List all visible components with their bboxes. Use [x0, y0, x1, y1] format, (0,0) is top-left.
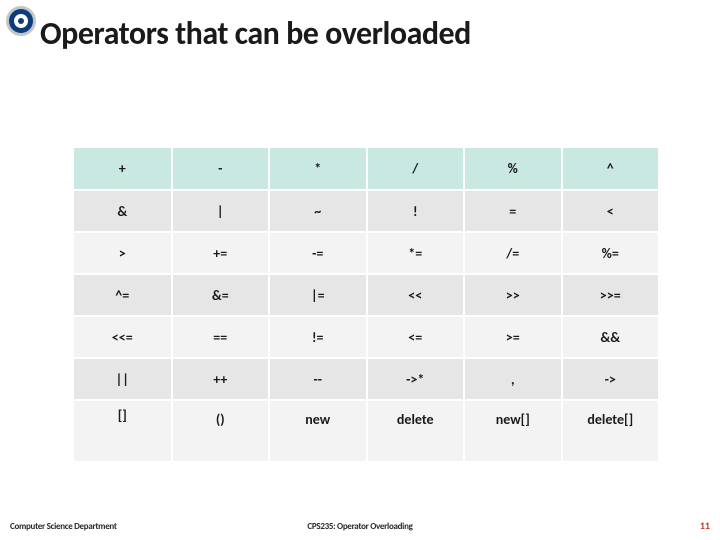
op-cell: (): [172, 400, 270, 462]
op-cell: &&: [562, 316, 660, 358]
op-cell: +: [74, 148, 172, 190]
page-number: 11: [700, 519, 710, 532]
university-logo: [6, 6, 36, 36]
op-cell: ,: [464, 358, 562, 400]
op-cell: /=: [464, 232, 562, 274]
op-cell: ==: [172, 316, 270, 358]
op-cell: >: [74, 232, 172, 274]
op-cell: ^: [562, 148, 660, 190]
op-cell: +=: [172, 232, 270, 274]
op-cell: -: [172, 148, 270, 190]
op-cell: []: [74, 400, 172, 462]
op-cell: ->*: [367, 358, 465, 400]
op-cell: ~: [269, 190, 367, 232]
op-cell: delete[]: [562, 400, 660, 462]
operators-table: + - * / % ^ & | ~ ! = < > += -= *= /= %=…: [74, 148, 660, 463]
op-cell: ->: [562, 358, 660, 400]
op-cell: <=: [367, 316, 465, 358]
op-cell: &: [74, 190, 172, 232]
op-cell: /: [367, 148, 465, 190]
op-cell: =: [464, 190, 562, 232]
op-cell: new: [269, 400, 367, 462]
op-cell: -=: [269, 232, 367, 274]
op-cell: >=: [464, 316, 562, 358]
op-cell: !: [367, 190, 465, 232]
op-cell: new[]: [464, 400, 562, 462]
op-cell: >>=: [562, 274, 660, 316]
op-cell: <<=: [74, 316, 172, 358]
op-cell: !=: [269, 316, 367, 358]
op-cell: delete: [367, 400, 465, 462]
slide-title: Operators that can be overloaded: [40, 14, 471, 53]
op-cell: %=: [562, 232, 660, 274]
op-cell: *: [269, 148, 367, 190]
op-cell: <<: [367, 274, 465, 316]
op-cell: |: [172, 190, 270, 232]
op-cell: &=: [172, 274, 270, 316]
op-cell: %: [464, 148, 562, 190]
op-cell: ||: [74, 358, 172, 400]
op-cell: ^=: [74, 274, 172, 316]
op-cell: |=: [269, 274, 367, 316]
footer-course: CPS235: Operator Overloading: [0, 521, 720, 532]
op-cell: <: [562, 190, 660, 232]
op-cell: *=: [367, 232, 465, 274]
op-cell: >>: [464, 274, 562, 316]
op-cell: --: [269, 358, 367, 400]
op-cell: ++: [172, 358, 270, 400]
